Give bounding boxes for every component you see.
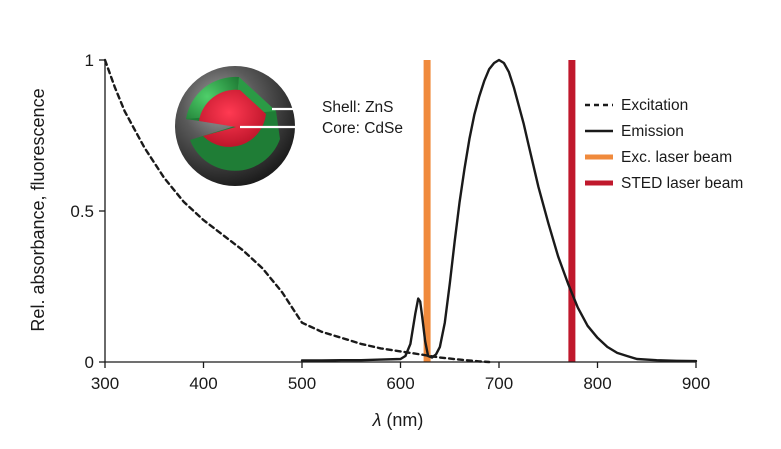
x-tick-label: 500: [288, 374, 316, 393]
x-axis-unit: (nm): [381, 410, 423, 430]
y-ticks: 00.51: [70, 51, 105, 372]
legend-label: Emission: [621, 123, 684, 140]
y-tick-label: 0.5: [70, 202, 94, 221]
x-axis-title: λ (nm): [372, 410, 424, 430]
x-tick-label: 800: [583, 374, 611, 393]
y-tick-label: 1: [85, 51, 94, 70]
y-tick-label: 0: [85, 353, 94, 372]
x-tick-label: 400: [189, 374, 217, 393]
legend-label: STED laser beam: [621, 175, 743, 192]
core-cutaway: [199, 89, 266, 147]
legend-label: Exc. laser beam: [621, 149, 732, 166]
curves: [103, 58, 698, 364]
core-label: Core: CdSe: [322, 120, 403, 137]
legend-label: Excitation: [621, 97, 688, 114]
quantum-dot-illustration: Shell: ZnS Core: CdSe: [175, 66, 403, 186]
legend: Excitation Emission Exc. laser beam STED la…: [585, 97, 743, 192]
laser-beams: [423, 60, 576, 362]
x-tick-label: 600: [386, 374, 414, 393]
x-axis-symbol: λ: [372, 410, 382, 430]
x-tick-label: 900: [682, 374, 710, 393]
series-emission-line: [300, 58, 698, 363]
x-ticks: 300 400 500 600 700 800 900: [91, 362, 710, 393]
shell-label: Shell: ZnS: [322, 99, 394, 116]
x-tick-label: 300: [91, 374, 119, 393]
y-axis-title: Rel. absorbance, fluorescence: [28, 88, 48, 331]
series-excitation-line: [103, 58, 491, 364]
x-tick-label: 700: [485, 374, 513, 393]
